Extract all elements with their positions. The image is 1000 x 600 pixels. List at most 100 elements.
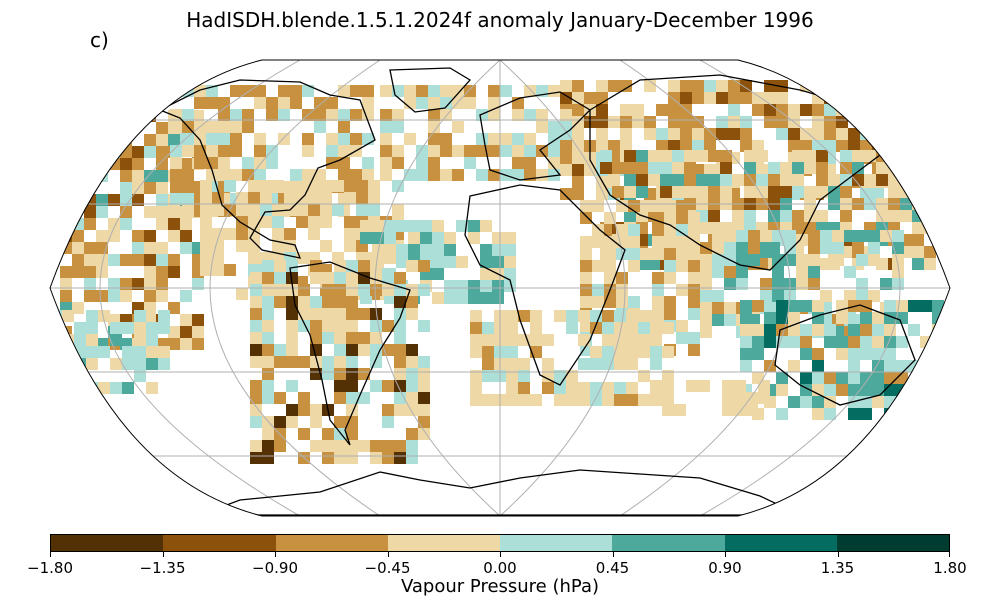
- anomaly-cell: [192, 314, 204, 326]
- anomaly-cell: [346, 344, 358, 356]
- colorbar-segment: [724, 535, 837, 551]
- anomaly-cell: [836, 116, 848, 128]
- anomaly-cell: [932, 300, 944, 312]
- anomaly-cell: [808, 266, 820, 278]
- anomaly-cell: [578, 310, 590, 322]
- anomaly-cell: [60, 266, 72, 278]
- anomaly-cell: [230, 85, 242, 97]
- anomaly-cell: [824, 408, 836, 420]
- anomaly-cell: [144, 242, 156, 254]
- colorbar-tick-label: 1.80: [933, 559, 967, 577]
- anomaly-cell: [170, 193, 182, 205]
- anomaly-cell: [560, 152, 572, 164]
- anomaly-cell: [662, 346, 674, 358]
- anomaly-cell: [230, 121, 242, 133]
- anomaly-cell: [722, 392, 734, 404]
- anomaly-cell: [728, 80, 740, 92]
- anomaly-cell: [776, 384, 788, 396]
- anomaly-cell: [420, 232, 432, 244]
- anomaly-cell: [346, 416, 358, 428]
- anomaly-cell: [322, 308, 334, 320]
- anomaly-cell: [812, 396, 824, 408]
- anomaly-cell: [506, 310, 518, 322]
- anomaly-cell: [284, 240, 296, 252]
- anomaly-cell: [406, 356, 418, 368]
- coast-africa: [464, 184, 626, 386]
- anomaly-cell: [596, 80, 608, 92]
- anomaly-cell: [660, 186, 672, 198]
- anomaly-cell: [872, 92, 884, 104]
- anomaly-cell: [692, 128, 704, 140]
- anomaly-cell: [200, 180, 212, 192]
- anomaly-cell: [640, 248, 652, 260]
- anomaly-cell: [662, 392, 674, 404]
- anomaly-cell: [812, 116, 824, 128]
- anomaly-cell: [912, 174, 924, 186]
- anomaly-cell: [944, 336, 950, 348]
- anomaly-cell: [924, 246, 936, 258]
- anomaly-cell: [924, 222, 936, 234]
- anomaly-cell: [686, 380, 698, 392]
- anomaly-cell: [692, 116, 704, 128]
- anomaly-cell: [638, 370, 650, 382]
- anomaly-cell: [62, 358, 74, 370]
- anomaly-cell: [262, 428, 274, 440]
- anomaly-cell: [884, 140, 896, 152]
- anomaly-cell: [572, 104, 584, 116]
- anomaly-cell: [230, 109, 242, 121]
- anomaly-cell: [120, 218, 132, 230]
- anomaly-cell: [156, 158, 168, 170]
- anomaly-cell: [320, 192, 332, 204]
- anomaly-cell: [524, 157, 536, 169]
- anomaly-cell: [236, 204, 248, 216]
- anomaly-cell: [290, 85, 302, 97]
- anomaly-cell: [602, 358, 614, 370]
- colorbar-tick-label: −1.80: [27, 559, 73, 577]
- anomaly-cell: [530, 394, 542, 406]
- anomaly-cell: [350, 169, 362, 181]
- anomaly-cell: [298, 392, 310, 404]
- anomaly-cell: [676, 332, 688, 344]
- anomaly-cell: [180, 326, 192, 338]
- anomaly-cell: [322, 368, 334, 380]
- anomaly-cell: [314, 97, 326, 109]
- anomaly-cell: [848, 372, 860, 384]
- anomaly-cell: [110, 358, 122, 370]
- anomaly-cell: [860, 312, 872, 324]
- anomaly-cell: [652, 236, 664, 248]
- anomaly-cell: [554, 382, 566, 394]
- anomaly-cell: [62, 310, 74, 322]
- anomaly-cell: [224, 264, 236, 276]
- anomaly-cell: [278, 97, 290, 109]
- anomaly-cell: [820, 230, 832, 242]
- anomaly-cell: [924, 258, 936, 270]
- anomaly-cell: [248, 204, 260, 216]
- anomaly-cell: [98, 382, 110, 394]
- anomaly-cell: [880, 230, 892, 242]
- anomaly-cell: [156, 194, 168, 206]
- anomaly-cell: [628, 200, 640, 212]
- anomaly-cell: [500, 133, 512, 145]
- anomaly-cell: [716, 80, 728, 92]
- anomaly-cell: [488, 133, 500, 145]
- anomaly-cell: [278, 85, 290, 97]
- colorbar-tick-label: −0.90: [252, 559, 298, 577]
- anomaly-cell: [382, 440, 394, 452]
- anomaly-cell: [616, 200, 628, 212]
- anomaly-cell: [250, 452, 262, 464]
- anomaly-cell: [752, 92, 764, 104]
- anomaly-cell: [266, 109, 278, 121]
- anomaly-cell: [780, 162, 792, 174]
- colorbar-tick: [387, 552, 389, 557]
- anomaly-cell: [614, 334, 626, 346]
- anomaly-cell: [788, 312, 800, 324]
- anomaly-cell: [406, 428, 418, 440]
- anomaly-cell: [308, 228, 320, 240]
- anomaly-cell: [920, 384, 932, 396]
- anomaly-cell: [334, 308, 346, 320]
- anomaly-cell: [652, 248, 664, 260]
- anomaly-cell: [708, 150, 720, 162]
- anomaly-cell: [844, 290, 856, 302]
- anomaly-cell: [158, 310, 170, 322]
- anomaly-cell: [650, 322, 662, 334]
